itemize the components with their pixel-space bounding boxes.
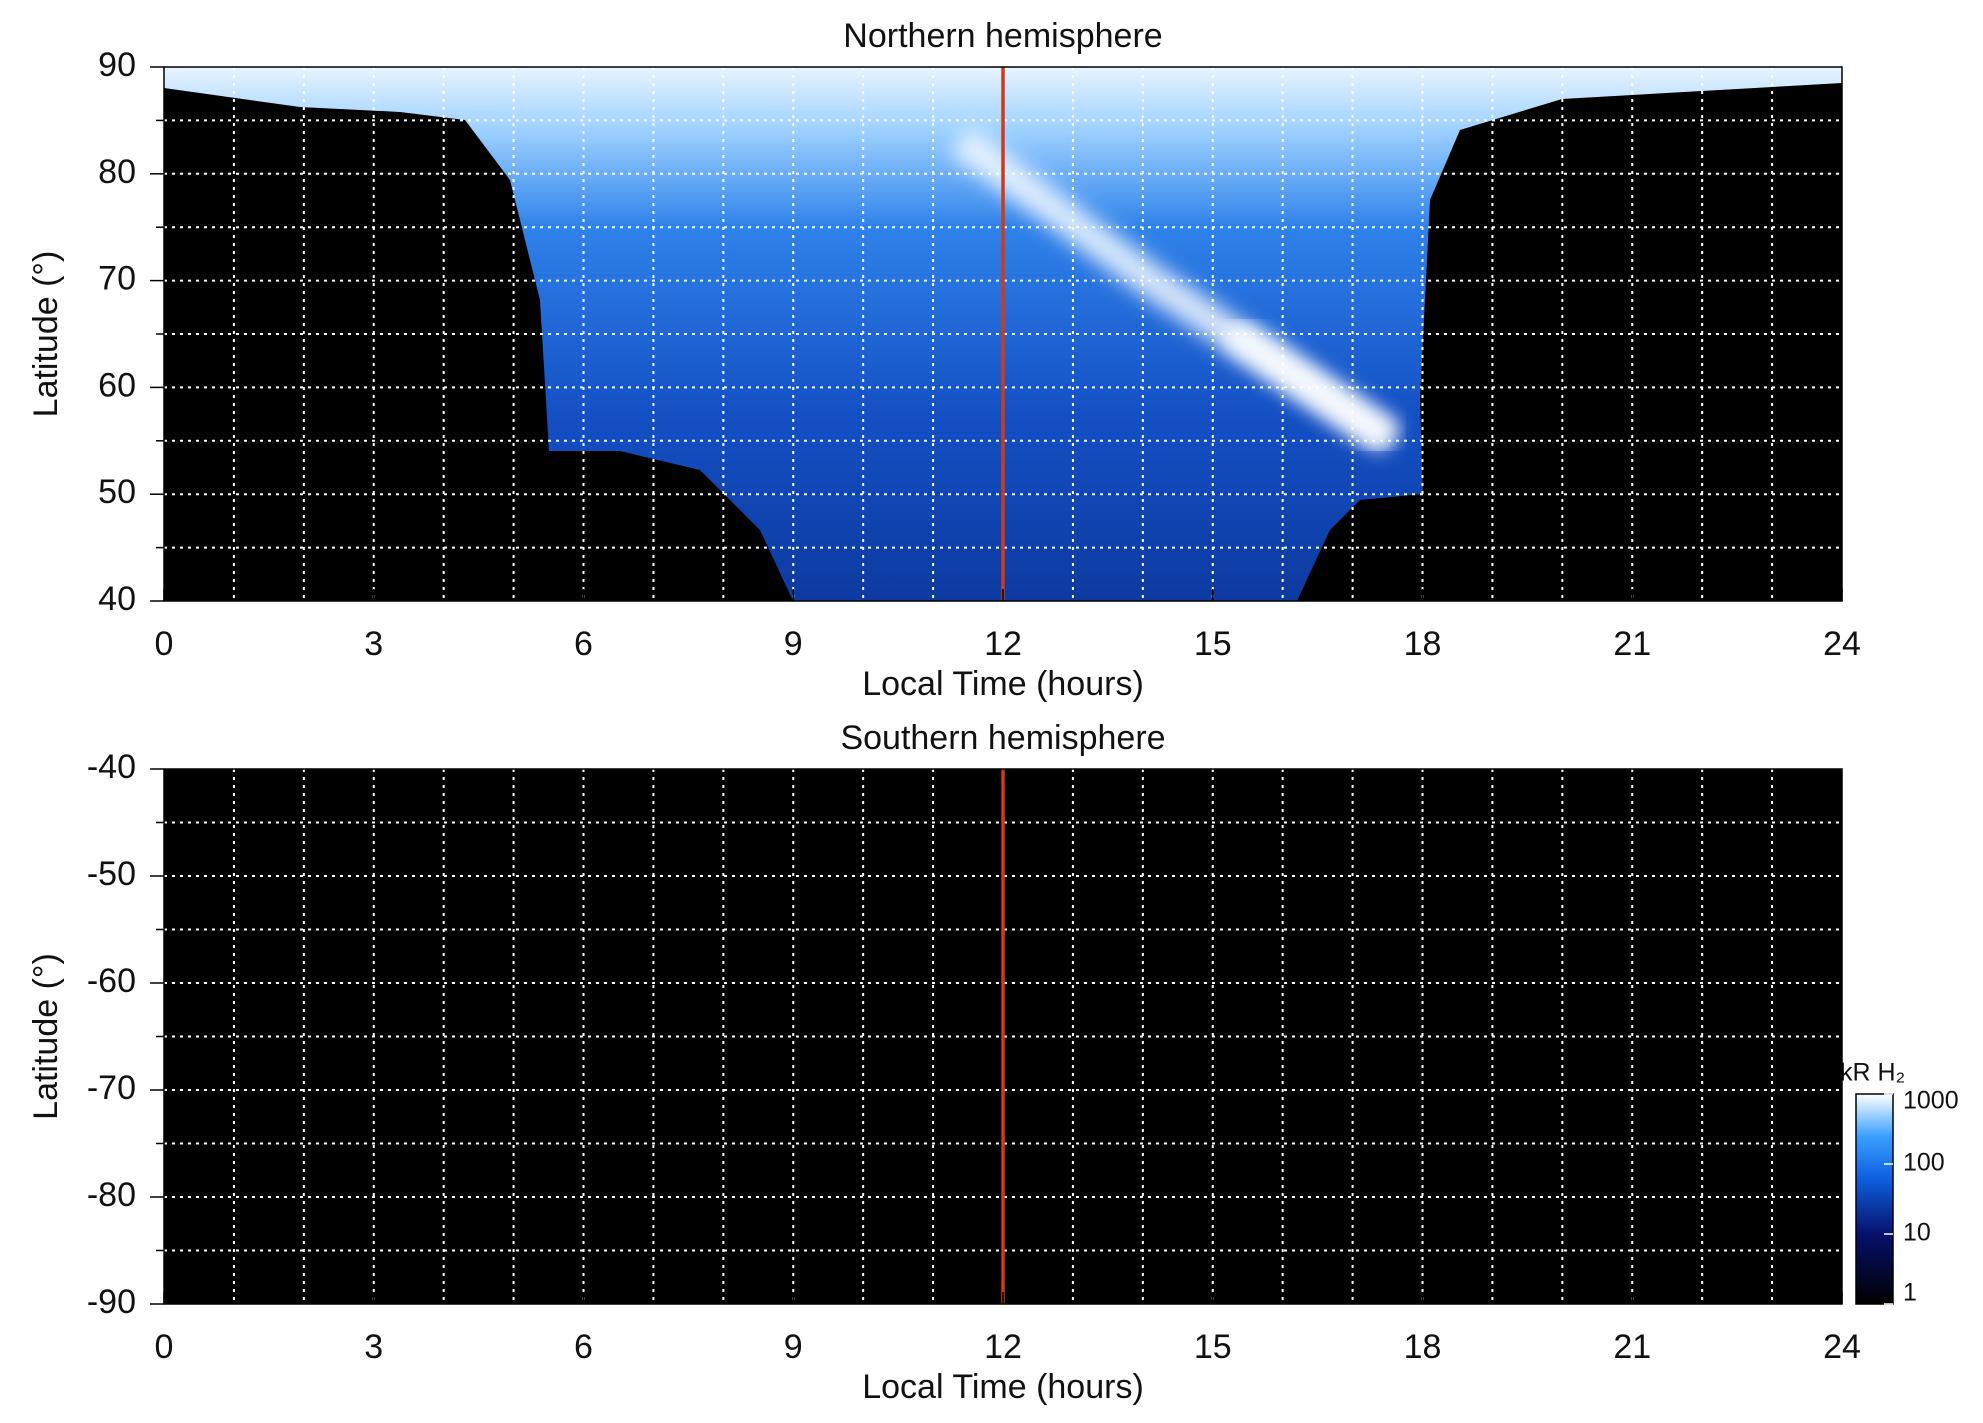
x-tick-label: 9 [784, 625, 803, 663]
y-tick-label: -90 [87, 1283, 136, 1321]
y-tick-label: -40 [87, 748, 136, 786]
colorbar-tick-label: 1 [1903, 1279, 1917, 1307]
y-tick-label: -80 [87, 1176, 136, 1214]
colorbar-scale [1855, 1093, 1894, 1305]
y-tick-label: 70 [98, 260, 136, 298]
y-tick-label: 50 [98, 473, 136, 511]
x-axis-label: Local Time (hours) [862, 665, 1144, 703]
x-axis-label: Local Time (hours) [862, 1368, 1144, 1406]
x-tick-label: 12 [984, 1328, 1022, 1366]
x-tick-label: 24 [1823, 625, 1861, 663]
chart-title: Southern hemisphere [840, 719, 1165, 757]
chart-title: Northern hemisphere [843, 17, 1162, 55]
x-tick-label: 18 [1404, 1328, 1442, 1366]
x-tick-label: 15 [1194, 625, 1232, 663]
x-tick-label: 18 [1404, 625, 1442, 663]
colorbar-tick-label: 10 [1903, 1219, 1931, 1247]
colorbar-tick-label: 1000 [1903, 1087, 1959, 1115]
x-tick-label: 21 [1613, 1328, 1651, 1366]
x-tick-label: 0 [155, 625, 174, 663]
x-tick-label: 6 [574, 625, 593, 663]
x-tick-label: 15 [1194, 1328, 1232, 1366]
y-tick-label: 80 [98, 153, 136, 191]
y-tick-label: -60 [87, 962, 136, 1000]
auroral-oval-core [1221, 317, 1399, 453]
y-axis-label: Latitude (°) [27, 251, 65, 418]
colorbar-tick-label: 100 [1903, 1149, 1945, 1177]
y-tick-label: -70 [87, 1069, 136, 1107]
colorbar-label: kR H₂ [1840, 1059, 1905, 1087]
x-tick-label: 6 [574, 1328, 593, 1366]
y-tick-label: -50 [87, 855, 136, 893]
x-tick-label: 3 [364, 1328, 383, 1366]
x-tick-label: 3 [364, 625, 383, 663]
x-tick-label: 21 [1613, 625, 1651, 663]
y-tick-label: 90 [98, 46, 136, 84]
x-tick-label: 9 [784, 1328, 803, 1366]
x-tick-label: 12 [984, 625, 1022, 663]
y-tick-label: 40 [98, 580, 136, 618]
y-tick-label: 60 [98, 366, 136, 404]
x-tick-label: 0 [155, 1328, 174, 1366]
x-tick-label: 24 [1823, 1328, 1861, 1366]
y-axis-label: Latitude (°) [27, 953, 65, 1120]
